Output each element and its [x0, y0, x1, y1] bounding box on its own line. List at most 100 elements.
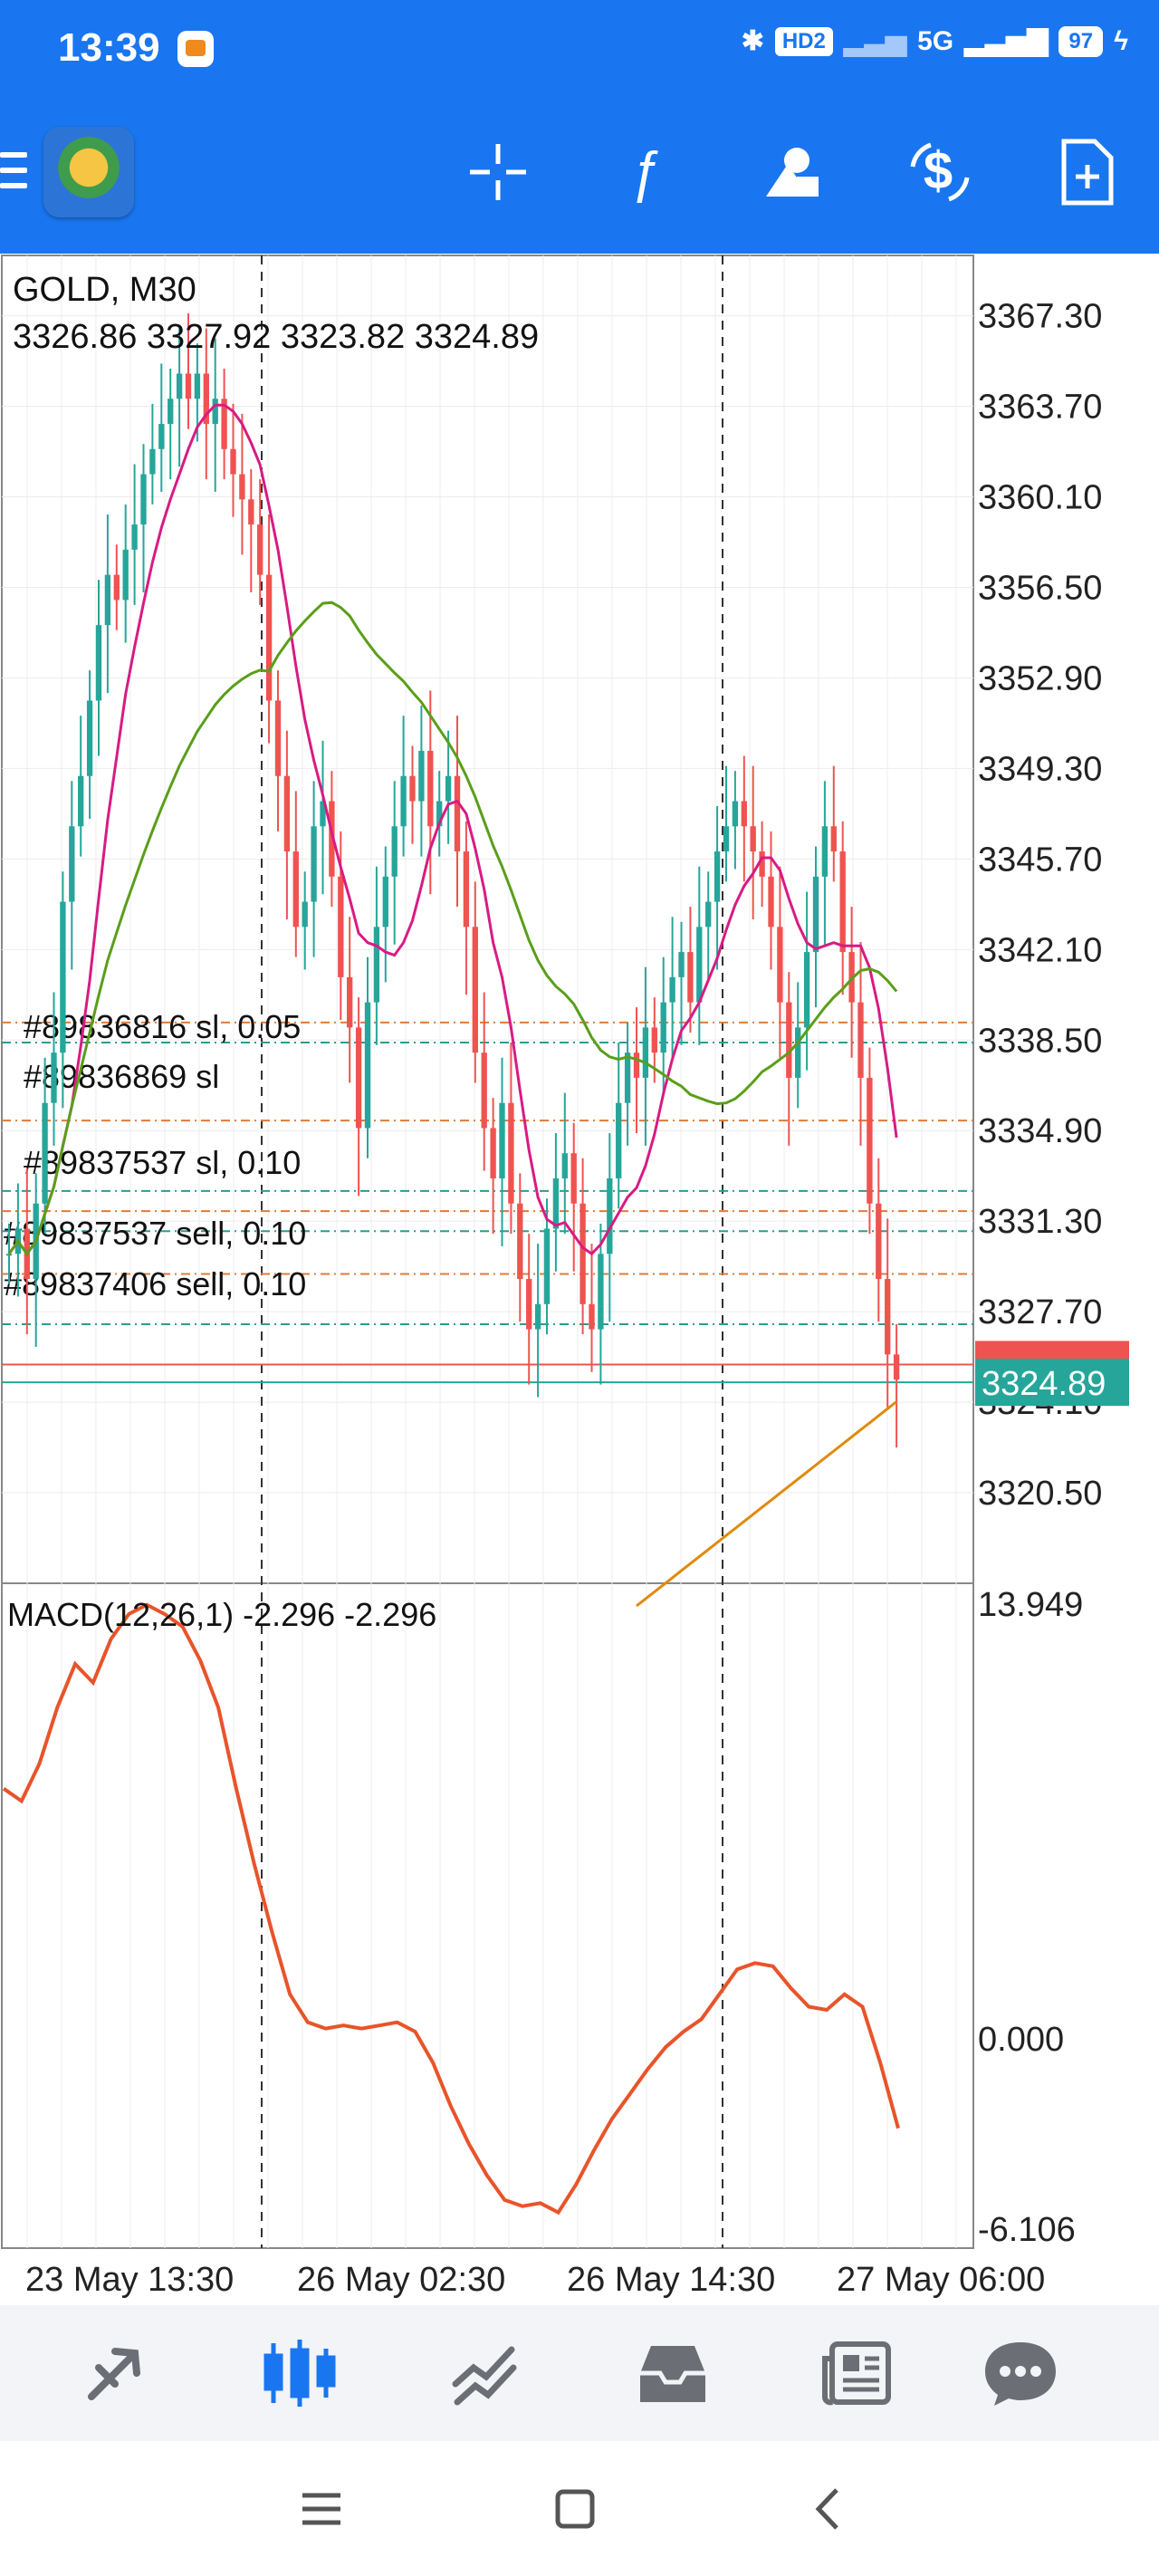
- price-tick-label: 3338.50: [978, 1022, 1102, 1060]
- candle-body: [86, 700, 93, 776]
- svg-text:ƒ: ƒ: [629, 140, 660, 203]
- candle-body: [589, 1303, 595, 1330]
- crosshair-icon[interactable]: [462, 136, 534, 208]
- candle-body: [759, 851, 765, 877]
- candle-body: [131, 524, 138, 550]
- candle-body: [669, 976, 675, 1003]
- candle-body: [732, 801, 739, 827]
- trade-nav-icon[interactable]: [435, 2323, 534, 2423]
- candle-body: [543, 1228, 551, 1304]
- candle-body: [311, 826, 317, 902]
- candle-body: [893, 1354, 900, 1380]
- candle-body: [158, 424, 165, 449]
- candle-body: [839, 851, 846, 953]
- price-tick-label: 3331.30: [978, 1203, 1102, 1241]
- status-icons: ✱ HD2 ▂▃▅ 5G ▂▃▅▇ 97 ϟ: [742, 25, 1128, 57]
- candle-body: [239, 474, 245, 500]
- svg-text:$: $: [924, 141, 953, 200]
- candle-body: [803, 952, 810, 1028]
- candle-body: [472, 927, 478, 1053]
- bluetooth-icon: ✱: [741, 26, 764, 56]
- candle-body: [400, 775, 407, 827]
- candle-body: [651, 1027, 657, 1053]
- candle-body: [445, 775, 452, 802]
- battery-level: 97: [1058, 25, 1104, 57]
- candle-body: [607, 1177, 613, 1254]
- price-tick-label: 3367.30: [978, 298, 1102, 336]
- objects-icon[interactable]: [756, 136, 829, 208]
- candle-body: [580, 1203, 586, 1304]
- price-pane: [1, 255, 974, 1584]
- signal-bars-icon: ▂▃▅▇: [964, 26, 1049, 56]
- candle-body: [867, 1077, 873, 1204]
- price-tick-label: 3342.10: [978, 931, 1102, 969]
- candle-body: [149, 448, 156, 475]
- candle-body: [616, 1102, 622, 1178]
- order-label: #89837537 sell, 0.10: [4, 1215, 306, 1252]
- candle-body: [274, 700, 282, 776]
- candle-body: [5, 1254, 13, 1256]
- hd-badge: HD2: [774, 26, 833, 56]
- candle-body: [185, 373, 192, 399]
- history-icon[interactable]: [623, 2323, 723, 2423]
- symbol-label: GOLD, M30: [13, 271, 196, 309]
- system-nav: [0, 2441, 1159, 2576]
- price-tick-label: 3334.90: [978, 1112, 1102, 1150]
- chart-icon[interactable]: [250, 2323, 350, 2423]
- order-label: #89836816 sl, 0.05: [24, 1008, 301, 1045]
- signal-5g-label: 5G: [917, 25, 954, 56]
- candle-body: [168, 399, 174, 425]
- candle-body: [723, 826, 730, 852]
- macd-label: MACD(12,26,1) -2.296 -2.296: [7, 1596, 437, 1633]
- candle-body: [678, 952, 685, 977]
- candle-body: [481, 1053, 487, 1129]
- home-icon[interactable]: [534, 2468, 616, 2550]
- bid-price-tag: [975, 1359, 1129, 1407]
- current-price-label: 3324.89: [982, 1365, 1106, 1403]
- order-label: #89837406 sell, 0.10: [4, 1265, 306, 1302]
- candle-body: [51, 1053, 57, 1103]
- back-icon[interactable]: [788, 2468, 869, 2550]
- order-label: #89837537 sl, 0.10: [24, 1144, 301, 1181]
- trade-icon[interactable]: $: [904, 136, 976, 208]
- candle-body: [60, 901, 66, 1053]
- quotes-icon[interactable]: [65, 2323, 165, 2423]
- candle-body: [355, 1027, 362, 1129]
- candle-body: [176, 373, 183, 399]
- candle-body: [499, 1102, 505, 1178]
- candle-body: [427, 750, 434, 827]
- candle-body: [409, 775, 416, 802]
- candle-body: [552, 1177, 560, 1229]
- candle-body: [418, 750, 425, 802]
- function-icon[interactable]: ƒ: [608, 136, 681, 208]
- price-tick-label: 3345.70: [978, 841, 1102, 879]
- candle-body: [302, 901, 308, 928]
- price-tick-label: 3356.50: [978, 570, 1102, 608]
- app-logo[interactable]: [43, 127, 134, 217]
- candle-body: [203, 373, 209, 425]
- signal-weak-icon: ▂▃▅: [843, 26, 907, 56]
- candle-body: [382, 876, 388, 928]
- price-tick-label: 3327.70: [978, 1293, 1102, 1331]
- menu-icon[interactable]: [0, 152, 27, 192]
- candle-body: [777, 927, 783, 1003]
- chat-icon[interactable]: [971, 2323, 1070, 2423]
- candle-body: [364, 1002, 371, 1129]
- chart-area[interactable]: #89836816 sl, 0.05 #89836869 sl #89837537 …: [0, 254, 1159, 2305]
- bottom-nav: [0, 2305, 1159, 2441]
- price-tick-label: 3363.70: [978, 389, 1102, 427]
- recent-apps-icon[interactable]: [281, 2468, 362, 2550]
- new-window-icon[interactable]: [1050, 136, 1123, 208]
- news-icon[interactable]: [808, 2323, 907, 2423]
- candle-body: [857, 1002, 864, 1078]
- candle-body: [624, 1053, 631, 1103]
- candle-body: [714, 851, 721, 902]
- candle-body: [750, 826, 756, 852]
- price-chart[interactable]: #89836816 sl, 0.05#89836869 sl#89837537 …: [0, 254, 1159, 2305]
- candle-body: [454, 775, 461, 852]
- macd-tick-label: 0.000: [978, 2021, 1064, 2059]
- candle-body: [338, 876, 344, 977]
- app-toolbar: [0, 100, 1159, 254]
- candle-body: [140, 474, 147, 525]
- candle-body: [95, 625, 102, 701]
